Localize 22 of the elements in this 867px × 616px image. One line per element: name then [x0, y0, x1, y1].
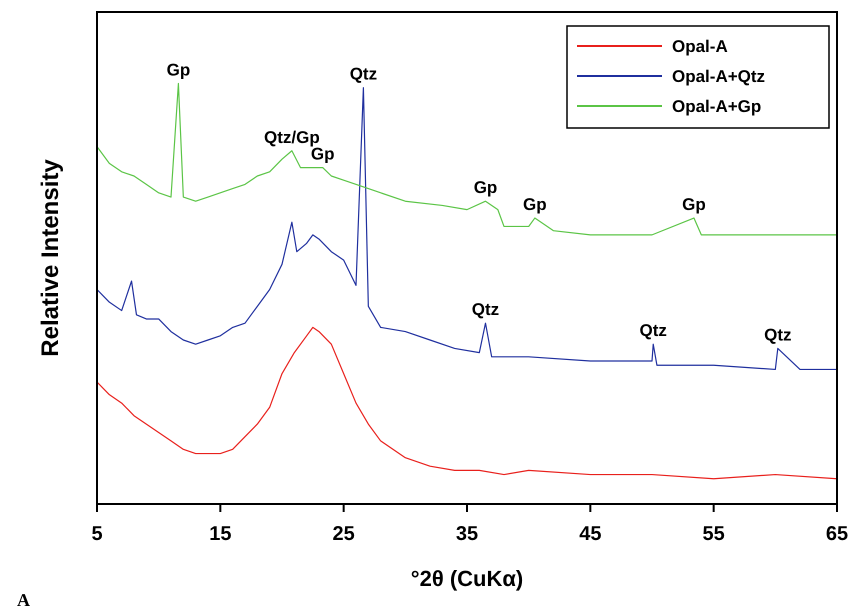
annotation: Qtz: [350, 64, 378, 84]
annotation: Qtz: [472, 300, 500, 320]
text: A: [17, 590, 30, 610]
x-axis-title: °2θ (CuKα): [410, 566, 524, 591]
x-tick-label: 25: [332, 523, 355, 545]
x-tick-label: 15: [209, 523, 232, 545]
x-tick-label: 65: [826, 523, 848, 545]
x-tick-label: 5: [91, 523, 103, 545]
y-axis-title: Relative Intensity: [37, 158, 64, 357]
x-tick-label: 45: [579, 523, 602, 545]
annotation: Gp: [166, 60, 190, 80]
legend-label: Opal-A: [672, 37, 728, 56]
x-tick-label: 35: [456, 523, 478, 545]
annotation: Qtz/Gp: [264, 128, 320, 147]
annotation: Gp: [474, 178, 498, 198]
legend-label: Opal-A+Qtz: [672, 67, 766, 86]
annotation: Gp: [523, 195, 547, 214]
annotation: Qtz: [640, 321, 667, 340]
legend-label: Opal-A+Gp: [672, 97, 762, 116]
annotation: Qtz: [764, 325, 792, 344]
x-tick-label: 55: [702, 523, 725, 545]
annotation: Gp: [682, 195, 706, 214]
